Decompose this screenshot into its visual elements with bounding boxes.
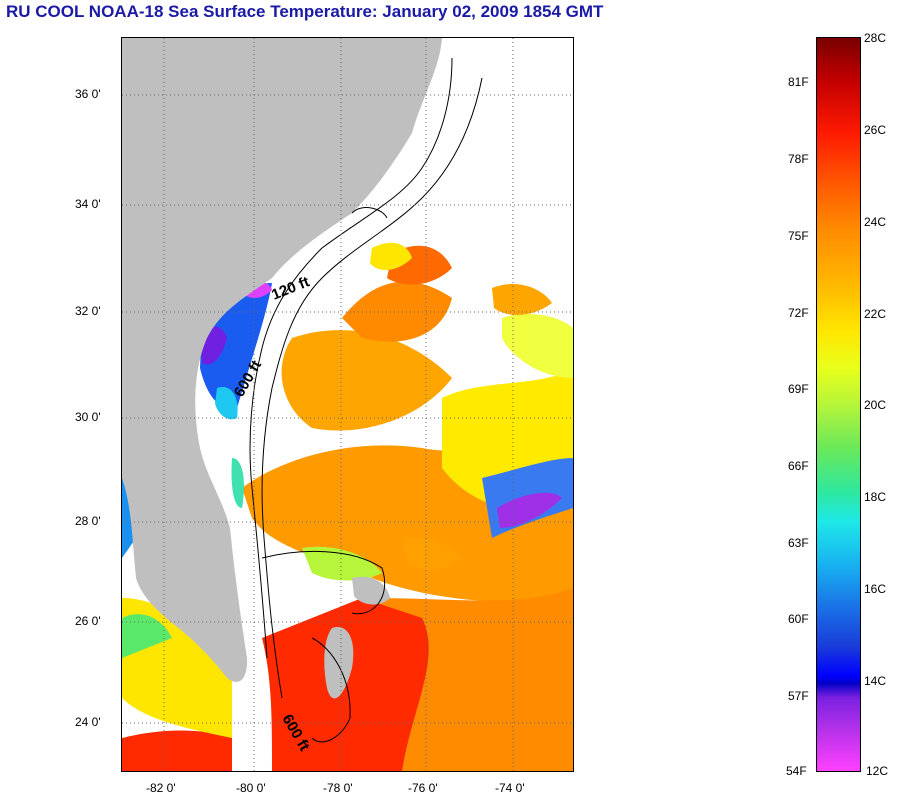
lon-label: -76 0': [408, 781, 438, 795]
lon-label: -80 0': [236, 781, 266, 795]
lat-label: 30 0': [75, 410, 101, 424]
sst-map: 120 ft 600 ft 600 ft: [121, 37, 574, 772]
sst-map-graphic: 120 ft 600 ft 600 ft: [122, 38, 573, 771]
colorbar-c-label: 16C: [864, 582, 887, 596]
lon-label: -78 0': [323, 781, 353, 795]
lat-label: 34 0': [75, 197, 101, 211]
depth-contours: [249, 57, 483, 743]
colorbar-f-label: 63F: [788, 536, 809, 550]
colorbar-f-label: 72F: [788, 306, 809, 320]
colorbar-c-label: 14C: [864, 674, 887, 688]
colorbar-f-label: 54F: [786, 764, 807, 778]
chart-title: RU COOL NOAA-18 Sea Surface Temperature:…: [6, 2, 604, 21]
lat-label: 36 0': [75, 87, 101, 101]
colorbar-c-label: 12C: [866, 764, 889, 778]
lat-label: 28 0': [75, 514, 101, 528]
colorbar-f-label: 66F: [788, 459, 809, 473]
colorbar-f-label: 75F: [788, 229, 809, 243]
colorbar-c-label: 24C: [864, 215, 887, 229]
colorbar: [816, 37, 861, 772]
colorbar-c-label: 26C: [864, 123, 887, 137]
lat-label: 32 0': [75, 304, 101, 318]
colorbar-c-label: 18C: [864, 490, 887, 504]
lat-label: 26 0': [75, 614, 101, 628]
lon-label: -82 0': [146, 781, 176, 795]
colorbar-f-label: 78F: [788, 152, 809, 166]
colorbar-f-label: 69F: [788, 382, 809, 396]
colorbar-f-label: 57F: [788, 689, 809, 703]
colorbar-c-label: 20C: [864, 398, 887, 412]
colorbar-f-label: 60F: [788, 612, 809, 626]
colorbar-c-label: 22C: [864, 307, 887, 321]
colorbar-f-label: 81F: [788, 75, 809, 89]
lat-label: 24 0': [75, 715, 101, 729]
lon-label: -74 0': [495, 781, 525, 795]
land: [122, 38, 442, 699]
colorbar-c-label: 28C: [864, 31, 887, 45]
